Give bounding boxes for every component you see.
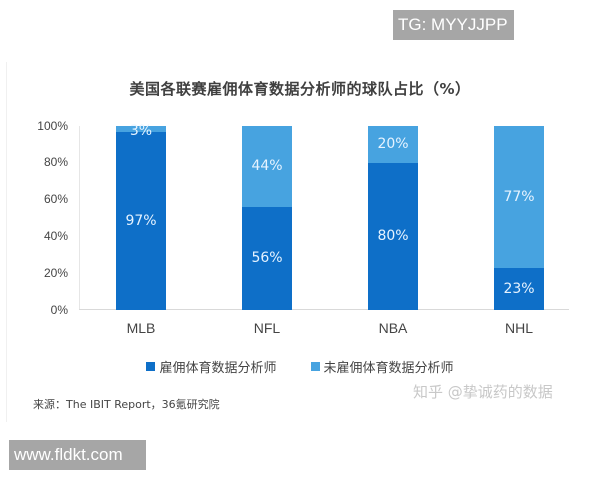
legend-swatch-unhired [310, 362, 320, 371]
watermark-bottom: www.fldkt.com [9, 440, 146, 470]
x-axis-line [79, 309, 569, 310]
y-axis-line [79, 126, 80, 310]
data-label: 44% [251, 158, 283, 175]
bar-segment: 20% [368, 126, 418, 163]
bar-nba: 80% 20% [368, 126, 418, 310]
x-label-nhl: NHL [504, 320, 533, 336]
y-tick: 40% [43, 229, 68, 243]
y-tick: 100% [37, 119, 68, 133]
bar-nfl: 56% 44% [242, 126, 292, 310]
bar-segment: 3% [116, 123, 166, 139]
data-label: 20% [377, 136, 409, 153]
bar-nhl: 23% 77% [494, 126, 544, 310]
data-label: 56% [251, 250, 283, 267]
y-tick: 0% [50, 303, 68, 317]
y-tick: 20% [43, 266, 68, 280]
watermark-top: TG: MYYJJPP [393, 10, 514, 40]
x-label-nfl: NFL [253, 320, 281, 336]
legend-label-unhired: 未雇佣体育数据分析师 [323, 361, 454, 376]
x-label-nba: NBA [378, 320, 408, 336]
legend: 雇佣体育数据分析师 未雇佣体育数据分析师 [0, 357, 600, 376]
bar-segment: 23% [494, 267, 544, 310]
y-tick: 60% [43, 192, 68, 206]
bar-segment: 77% [494, 126, 544, 268]
data-label: 23% [503, 280, 535, 297]
bar-segment: 80% [368, 162, 418, 310]
legend-label-hired: 雇佣体育数据分析师 [159, 361, 277, 376]
data-label: 3% [129, 123, 153, 140]
bar-mlb: 97% 3% [116, 123, 166, 310]
bar-segment: 44% [242, 126, 292, 207]
chart-title: 美国各联赛雇佣体育数据分析师的球队占比（%） [129, 80, 471, 98]
watermark-zhihu: 知乎 @挚诚药的数据 [413, 383, 553, 401]
bar-segment: 56% [242, 206, 292, 310]
x-label-mlb: MLB [126, 320, 156, 336]
data-label: 80% [377, 228, 409, 245]
legend-item-hired: 雇佣体育数据分析师 [146, 357, 277, 376]
legend-swatch-hired [146, 362, 156, 371]
data-label: 77% [503, 188, 535, 205]
legend-item-unhired: 未雇佣体育数据分析师 [310, 357, 454, 376]
y-tick: 80% [43, 155, 68, 169]
bar-segment: 97% [116, 131, 166, 310]
source-note: 来源：The IBIT Report，36氪研究院 [33, 398, 220, 411]
data-label: 97% [125, 212, 157, 229]
